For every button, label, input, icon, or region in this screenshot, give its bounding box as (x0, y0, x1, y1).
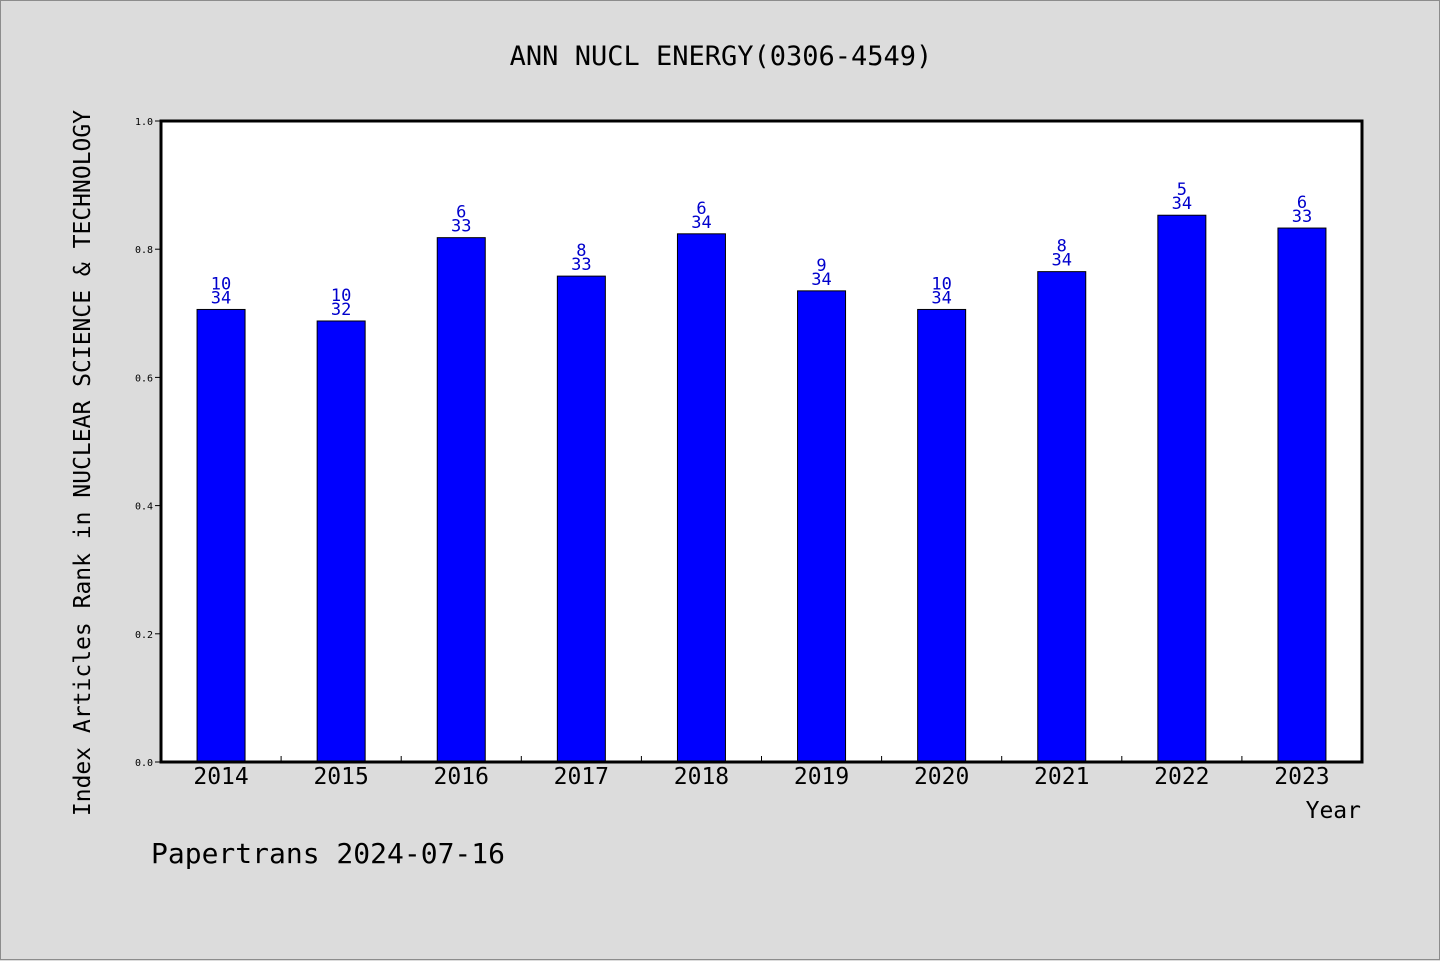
bar-rank-label: 8 (1057, 237, 1067, 257)
x-tick-label: 2014 (193, 764, 248, 790)
bar (1037, 271, 1087, 763)
bar (1277, 227, 1327, 763)
bar-rank-label: 8 (576, 241, 586, 261)
bar-total-label: 34 (811, 270, 831, 290)
x-tick-label: 2016 (434, 764, 489, 790)
bar-total-label: 33 (1292, 207, 1312, 227)
x-tick-label: 2018 (674, 764, 729, 790)
bar-rank-label: 6 (1297, 193, 1307, 213)
bar-total-label: 34 (1172, 194, 1192, 214)
y-tick-label: 0.4 (135, 502, 153, 513)
y-tick-label: 0.0 (135, 758, 153, 769)
bar-rank-label: 10 (931, 274, 951, 294)
axis-layer: 0.0 0.2 0.4 0.6 0.8 1.0 2014 2015 2016 2017 2018 20… (135, 117, 1330, 790)
x-axis-title: Year (1306, 798, 1361, 824)
y-axis-title: Index Articles Rank in NUCLEAR SCIENCE &… (70, 110, 96, 816)
x-tick-label: 2017 (554, 764, 609, 790)
bar (436, 237, 486, 763)
bar-total-label: 32 (331, 300, 351, 320)
bar (676, 233, 726, 763)
bar-rank-label: 6 (696, 199, 706, 219)
bar-total-label: 33 (451, 217, 471, 237)
y-tick-label: 0.6 (135, 373, 153, 384)
bar (316, 320, 366, 763)
bar-total-label: 33 (571, 255, 591, 275)
x-tick-label: 2020 (914, 764, 969, 790)
bar (917, 308, 967, 763)
bar (556, 275, 606, 763)
bar-rank-label: 6 (456, 203, 466, 223)
x-tick-label: 2022 (1154, 764, 1209, 790)
x-tick-label: 2019 (794, 764, 849, 790)
bar-rank-label: 9 (816, 256, 826, 276)
bar (797, 290, 847, 763)
bar-total-label: 34 (211, 288, 231, 308)
x-tick-label: 2015 (313, 764, 368, 790)
x-tick-label: 2023 (1274, 764, 1329, 790)
footer-credit: Papertrans 2024-07-16 (151, 837, 505, 870)
bar-rank-label: 10 (331, 286, 351, 306)
bar-total-label: 34 (1052, 251, 1072, 271)
bar-rank-label: 5 (1177, 180, 1187, 200)
bar (196, 308, 246, 763)
bar-total-label: 34 (931, 288, 951, 308)
y-tick-label: 1.0 (135, 117, 153, 128)
y-tick-label: 0.2 (135, 630, 153, 641)
bar-total-label: 34 (691, 213, 711, 233)
x-tick-label: 2021 (1034, 764, 1089, 790)
bar (1157, 214, 1207, 763)
chart-title: ANN NUCL ENERGY(0306-4549) (510, 41, 933, 72)
bar-rank-label: 10 (211, 274, 231, 294)
y-tick-label: 0.8 (135, 245, 153, 256)
plot-border (159, 119, 1364, 764)
